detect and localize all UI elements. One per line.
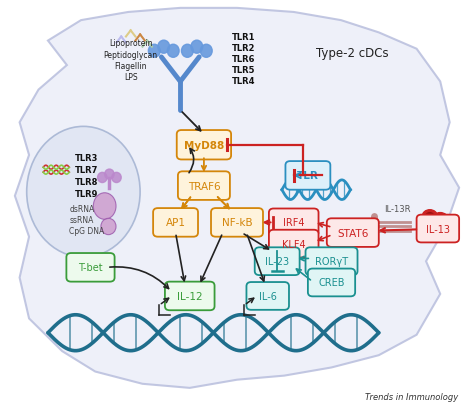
Text: TLR9: TLR9 — [75, 190, 99, 199]
FancyBboxPatch shape — [211, 209, 263, 237]
Circle shape — [428, 218, 438, 227]
Text: Trends in Immunology: Trends in Immunology — [365, 391, 458, 400]
FancyBboxPatch shape — [306, 248, 357, 275]
Text: STAT6: STAT6 — [337, 228, 368, 238]
Text: MyD88: MyD88 — [184, 140, 224, 151]
Text: Type-2 cDCs: Type-2 cDCs — [317, 47, 389, 60]
Text: Peptidoglycan: Peptidoglycan — [104, 50, 158, 59]
FancyBboxPatch shape — [177, 131, 231, 160]
FancyBboxPatch shape — [269, 209, 319, 237]
FancyBboxPatch shape — [165, 282, 215, 310]
FancyBboxPatch shape — [66, 254, 115, 282]
Text: IL-12: IL-12 — [177, 291, 202, 301]
Text: ssRNA: ssRNA — [69, 216, 93, 225]
Polygon shape — [15, 9, 459, 388]
Text: TLR1: TLR1 — [232, 33, 256, 42]
FancyBboxPatch shape — [178, 172, 230, 200]
Text: KLF4: KLF4 — [282, 239, 306, 249]
Ellipse shape — [105, 170, 114, 180]
Text: IL-13: IL-13 — [426, 224, 450, 234]
Text: Lipoprotein: Lipoprotein — [109, 39, 153, 48]
Circle shape — [424, 215, 442, 231]
Ellipse shape — [93, 193, 116, 220]
Circle shape — [426, 213, 434, 220]
Text: T-bet: T-bet — [78, 263, 103, 273]
Text: NF-kB: NF-kB — [222, 218, 252, 228]
FancyBboxPatch shape — [255, 248, 300, 275]
Ellipse shape — [182, 45, 193, 58]
Ellipse shape — [148, 45, 160, 58]
Text: TLR7: TLR7 — [75, 165, 99, 174]
Circle shape — [436, 216, 445, 224]
Circle shape — [434, 220, 451, 235]
Ellipse shape — [27, 127, 140, 258]
Ellipse shape — [112, 173, 121, 183]
FancyBboxPatch shape — [308, 269, 355, 297]
Text: TLR5: TLR5 — [232, 66, 256, 75]
Ellipse shape — [98, 173, 107, 183]
Ellipse shape — [167, 45, 179, 58]
Text: AP1: AP1 — [165, 218, 185, 228]
FancyBboxPatch shape — [269, 230, 319, 258]
Text: dsRNA: dsRNA — [69, 204, 94, 213]
Text: TLR6: TLR6 — [232, 55, 256, 64]
Text: CpG DNA: CpG DNA — [69, 227, 104, 236]
Text: Flagellin: Flagellin — [114, 62, 147, 71]
Text: TLR3: TLR3 — [75, 153, 99, 162]
Circle shape — [438, 224, 447, 232]
Ellipse shape — [191, 41, 203, 54]
FancyBboxPatch shape — [417, 215, 459, 243]
Ellipse shape — [158, 41, 170, 54]
Text: LPS: LPS — [124, 73, 137, 82]
Text: CREB: CREB — [318, 278, 345, 288]
FancyBboxPatch shape — [327, 219, 379, 247]
FancyBboxPatch shape — [246, 282, 289, 310]
Ellipse shape — [101, 219, 116, 235]
Circle shape — [422, 210, 438, 223]
Text: TLR8: TLR8 — [75, 178, 99, 187]
Text: TLR2: TLR2 — [232, 44, 256, 53]
FancyBboxPatch shape — [285, 162, 330, 190]
Text: IRF4: IRF4 — [283, 218, 304, 228]
Text: IL-23: IL-23 — [265, 256, 289, 267]
Ellipse shape — [201, 45, 212, 58]
Text: TLR4: TLR4 — [232, 77, 256, 86]
Text: IL-13R: IL-13R — [384, 204, 411, 213]
Text: RORγT: RORγT — [315, 256, 348, 267]
Text: IL-6: IL-6 — [259, 291, 277, 301]
FancyBboxPatch shape — [153, 209, 198, 237]
Text: TRAF6: TRAF6 — [188, 181, 220, 191]
Circle shape — [432, 213, 448, 227]
Text: TLR: TLR — [297, 171, 319, 181]
